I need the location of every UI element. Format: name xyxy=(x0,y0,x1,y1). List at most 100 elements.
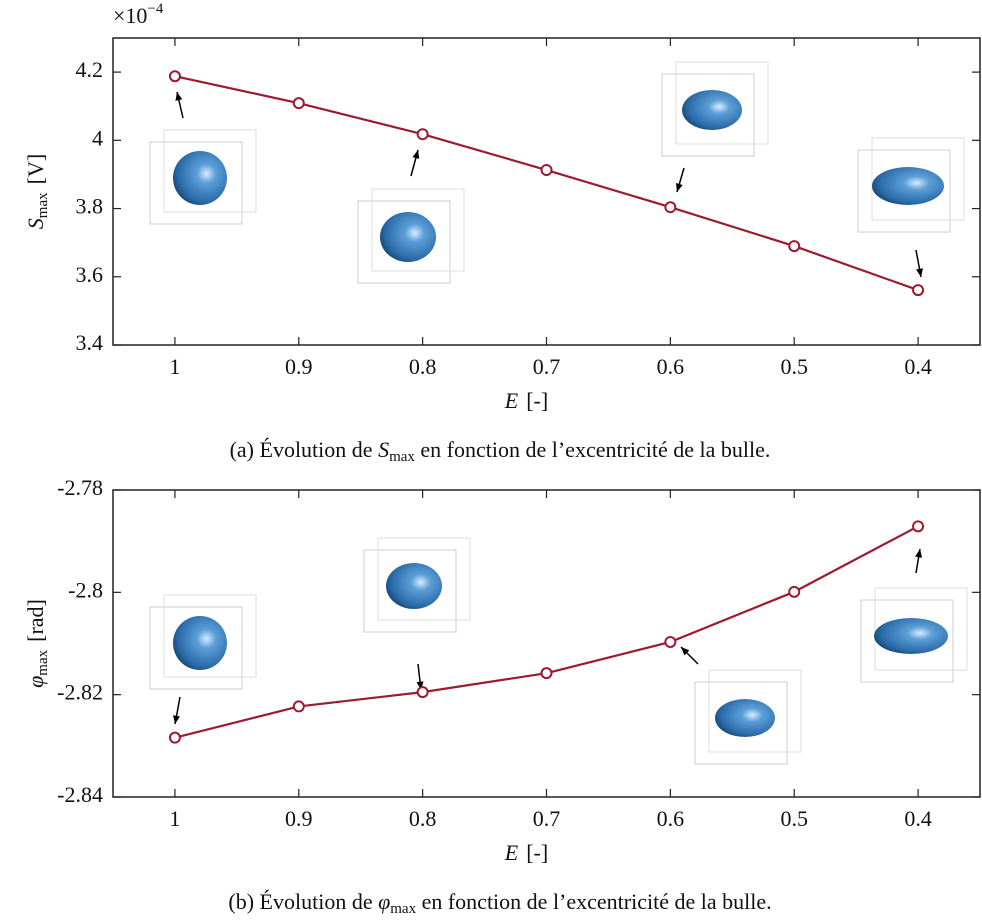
inset-box xyxy=(357,200,451,284)
data-point xyxy=(540,164,553,177)
x-tick-label: 1 xyxy=(169,806,180,831)
arrow-head xyxy=(681,647,690,656)
arrow-head xyxy=(915,549,923,558)
axis-multiplier: ×10−4 xyxy=(113,1,164,28)
bubble-inset xyxy=(661,61,769,157)
inset-box xyxy=(149,141,243,225)
inset-box xyxy=(377,537,471,621)
caption-text: en fonction de l’excentricité de la bull… xyxy=(415,437,771,462)
multiplier-exponent: −4 xyxy=(147,1,163,17)
arrow-head xyxy=(175,92,183,101)
x-tick-label: 0.5 xyxy=(780,806,808,831)
bubble xyxy=(173,151,227,205)
data-point xyxy=(664,201,677,214)
y-tick-label: 3.6 xyxy=(76,262,104,287)
inset-box xyxy=(371,188,465,272)
bubble-inset xyxy=(149,129,257,225)
plot-frame xyxy=(112,489,981,798)
arrow-head xyxy=(916,268,923,277)
y-tick-label: -2.84 xyxy=(57,782,103,807)
bubble-inset xyxy=(857,137,965,233)
x-tick-label: 0.5 xyxy=(780,354,808,379)
inset-box xyxy=(874,587,968,671)
y-tick-label: 3.8 xyxy=(76,194,104,219)
data-point xyxy=(912,520,925,533)
caption-subscript: max xyxy=(390,901,416,917)
data-point xyxy=(292,97,305,110)
data-point xyxy=(664,635,677,648)
caption-subscript: max xyxy=(389,449,415,465)
x-tick-label: 0.6 xyxy=(657,806,685,831)
series-line xyxy=(174,75,919,292)
bubble xyxy=(872,167,944,205)
arrow-head xyxy=(416,681,424,690)
data-point xyxy=(416,128,429,141)
x-label-symbol: E xyxy=(504,840,519,865)
x-label-unit: [-] xyxy=(526,840,548,865)
y-label-symbol: S xyxy=(23,218,48,229)
x-tick-label: 0.7 xyxy=(533,806,561,831)
y-axis-label: Smax [V] xyxy=(23,154,51,229)
bubble-inset xyxy=(357,188,465,284)
caption-text: en fonction de l’excentricité de la bull… xyxy=(416,889,772,914)
x-label-symbol: E xyxy=(504,388,519,413)
bubble-inset xyxy=(860,587,968,683)
bubble xyxy=(380,212,436,262)
inset-box xyxy=(363,549,457,633)
data-point xyxy=(416,686,429,699)
inset-box xyxy=(675,61,769,145)
x-axis-label: E [-] xyxy=(504,388,548,413)
x-label-unit: [-] xyxy=(526,388,548,413)
y-label-symbol: φ xyxy=(23,676,48,688)
caption-text: (b) Évolution de xyxy=(228,889,378,914)
y-tick-label: -2.82 xyxy=(57,680,103,705)
y-tick-label: 4.2 xyxy=(76,57,104,82)
x-tick-label: 1 xyxy=(169,354,180,379)
bubble-inset xyxy=(363,537,471,633)
x-tick-label: 0.8 xyxy=(409,806,437,831)
caption-symbol: S xyxy=(378,437,389,462)
data-point xyxy=(168,70,181,83)
caption: (b) Évolution de φmax en fonction de l’e… xyxy=(228,889,771,917)
x-axis-label: E [-] xyxy=(504,840,548,865)
data-point xyxy=(788,240,801,253)
y-axis-label: φmax [rad] xyxy=(23,599,51,688)
inset-box xyxy=(163,129,257,213)
bubble xyxy=(173,616,227,670)
data-point xyxy=(912,284,925,297)
y-tick-label: 4 xyxy=(92,125,103,150)
series-line xyxy=(174,525,919,739)
y-label-subscript: max xyxy=(35,192,51,218)
caption: (a) Évolution de Smax en fonction de l’e… xyxy=(230,437,771,465)
y-label-unit: [V] xyxy=(23,154,48,185)
y-tick-label: -2.8 xyxy=(68,577,103,602)
inset-box xyxy=(149,606,243,690)
y-tick-label: -2.78 xyxy=(57,475,103,500)
x-tick-label: 0.9 xyxy=(285,354,313,379)
y-label-subscript: max xyxy=(35,649,51,675)
inset-box xyxy=(871,137,965,221)
x-tick-label: 0.7 xyxy=(533,354,561,379)
data-point xyxy=(788,585,801,598)
bubble xyxy=(386,563,442,609)
plot-frame xyxy=(112,37,981,346)
bubble xyxy=(715,699,775,737)
x-tick-label: 0.4 xyxy=(904,354,932,379)
data-point xyxy=(540,667,553,680)
x-tick-label: 0.9 xyxy=(285,806,313,831)
bubble-inset xyxy=(694,669,802,765)
y-label-unit: [rad] xyxy=(23,599,48,642)
inset-box xyxy=(857,149,951,233)
data-point xyxy=(292,700,305,713)
y-tick-label: 3.4 xyxy=(76,330,104,355)
x-tick-label: 0.4 xyxy=(904,806,932,831)
inset-box xyxy=(860,599,954,683)
bubble xyxy=(682,90,742,130)
multiplier-base: ×10 xyxy=(113,3,147,28)
data-point xyxy=(168,731,181,744)
inset-box xyxy=(163,594,257,678)
inset-box xyxy=(708,669,802,753)
x-tick-label: 0.8 xyxy=(409,354,437,379)
caption-symbol: φ xyxy=(378,889,390,914)
